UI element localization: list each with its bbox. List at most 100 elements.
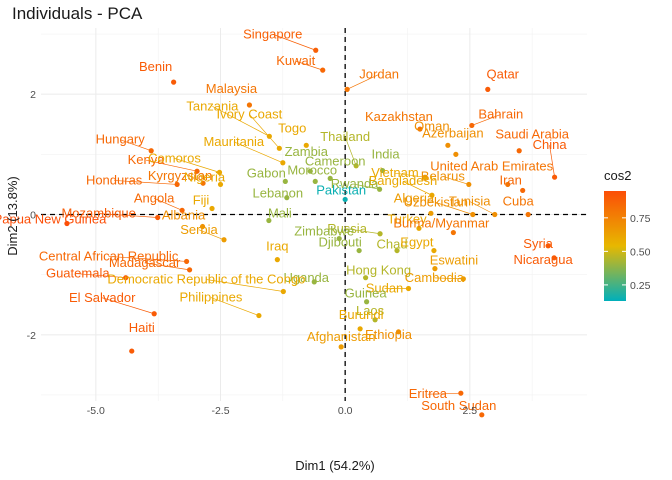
point-label: Vietnam	[371, 165, 418, 180]
data-point	[151, 311, 157, 317]
point-label: Djibouti	[318, 235, 361, 250]
point-label: Ivory Coast	[216, 106, 282, 121]
data-point	[431, 247, 437, 254]
point-label: Togo	[278, 120, 306, 135]
label-connector	[394, 172, 425, 178]
point-label: Iran	[499, 172, 521, 187]
data-point	[485, 86, 491, 92]
data-point	[194, 168, 200, 174]
plot-area: Singapore Kuwait Benin Jordan Malaysia Qatar B…	[0, 26, 587, 418]
label-connector	[471, 114, 501, 126]
data-point	[417, 126, 423, 132]
point-label: Uganda	[283, 270, 329, 285]
data-point	[405, 285, 412, 292]
data-point	[376, 186, 383, 192]
point-label: Mozambique	[61, 206, 135, 221]
point-label: Zimbabwe	[294, 224, 354, 239]
data-points	[64, 47, 558, 418]
point-label: Chad	[376, 237, 407, 252]
data-point	[516, 148, 522, 154]
data-point	[199, 223, 206, 230]
data-point	[284, 195, 290, 201]
data-point	[395, 329, 402, 335]
data-point	[307, 168, 313, 174]
label-connector	[549, 145, 555, 178]
point-label: Hungary	[96, 132, 146, 147]
point-label: Qatar	[487, 66, 520, 81]
data-point	[363, 275, 369, 281]
point-label: Cuba	[503, 194, 535, 209]
point-label: Tunisia	[449, 194, 491, 209]
label-connector	[402, 180, 433, 196]
point-label: India	[371, 147, 400, 162]
x-tick-label: 0.0	[338, 405, 353, 417]
label-connector	[295, 60, 323, 71]
point-label: Uzbekistan	[404, 195, 468, 210]
data-point	[377, 231, 383, 237]
data-point	[313, 47, 319, 53]
point-label: Bangladesh	[369, 173, 438, 188]
point-label: Kuwait	[276, 53, 315, 68]
data-point	[282, 178, 288, 185]
data-point	[458, 390, 464, 396]
data-point	[155, 214, 161, 221]
point-label: Bahrain	[478, 106, 523, 121]
label-connector	[114, 180, 178, 185]
data-point	[520, 187, 526, 194]
data-point	[422, 174, 428, 180]
legend-tick-label: 0.50	[630, 246, 651, 258]
point-label: Malaysia	[206, 81, 258, 96]
point-label: Cameroon	[305, 153, 366, 168]
x-axis-ticks: -5.0 -2.5 0.0 2.5	[87, 405, 477, 417]
data-point	[492, 211, 498, 218]
data-point	[364, 299, 370, 305]
data-point	[216, 169, 223, 175]
data-point	[274, 257, 280, 263]
legend-title: cos2	[604, 168, 631, 183]
point-label: Comoros	[148, 150, 201, 165]
point-label: Syria	[523, 236, 553, 251]
data-point	[200, 180, 206, 186]
point-label: Mali	[268, 206, 292, 221]
data-point	[184, 258, 190, 265]
point-label: Eritrea	[409, 386, 448, 401]
point-label: Serbia	[180, 222, 218, 237]
label-connector	[435, 202, 473, 215]
data-point	[445, 142, 451, 148]
label-connector	[198, 229, 225, 241]
data-point	[280, 160, 286, 166]
label-connector	[210, 297, 260, 316]
point-label: Papua New Guinea	[0, 212, 107, 227]
data-point	[505, 181, 511, 188]
label-connector	[120, 139, 152, 152]
data-point	[256, 312, 262, 319]
data-point	[266, 217, 272, 224]
point-label: Sudan	[366, 280, 404, 295]
point-label: China	[533, 137, 568, 152]
data-point	[453, 151, 459, 157]
point-label: Democratic Republic of the Congo	[107, 272, 305, 287]
data-point	[221, 237, 227, 243]
point-label: Saudi Arabia	[495, 127, 569, 142]
data-point	[545, 243, 551, 249]
data-point	[342, 196, 348, 203]
x-tick-label: -2.5	[211, 405, 229, 417]
point-label: El Salvador	[69, 290, 136, 305]
data-point	[129, 348, 135, 354]
y-tick-label: -2	[27, 330, 36, 342]
point-label: Guinea	[345, 286, 388, 301]
label-connector	[344, 136, 357, 166]
point-label: Morocco	[287, 162, 337, 177]
label-connectors	[77, 33, 555, 395]
data-point	[171, 79, 177, 85]
data-point	[217, 181, 224, 188]
data-point	[353, 163, 359, 169]
point-label: Nicaragua	[513, 252, 573, 267]
label-connector	[206, 279, 284, 292]
legend-color-bar	[604, 191, 626, 301]
label-connector	[427, 392, 461, 395]
legend-tick-label: 0.25	[630, 280, 651, 292]
point-label: Lebanon	[253, 186, 304, 201]
data-point	[372, 317, 378, 323]
data-point	[186, 267, 193, 273]
